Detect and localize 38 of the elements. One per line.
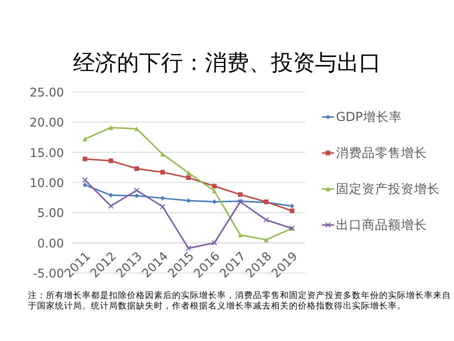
point [186, 175, 191, 180]
point [238, 232, 243, 238]
point [186, 170, 191, 176]
legend-label: 固定资产投资增长 [336, 181, 440, 196]
y-tick-label: 25.00 [30, 86, 64, 100]
y-tick-label: 15.00 [30, 146, 64, 160]
point [264, 238, 268, 242]
point [212, 184, 217, 188]
point [108, 125, 114, 130]
point [186, 245, 192, 252]
y-tick-label: 5.00 [37, 206, 64, 220]
point [82, 156, 88, 162]
point [108, 158, 114, 164]
annotation: 注：所有增长率都是扣除价格因素后的实际增长率，消费品零售和固定资产投资多数年份的实际增长率来自于国家统计局。统计局数据缺失时，作者根据名义增长率减去相关的价格指数得出实际增长率。 [28, 291, 451, 312]
y-tick-label: 10.00 [30, 176, 64, 190]
point [290, 208, 294, 214]
point [82, 136, 88, 142]
point [290, 204, 294, 208]
point [134, 188, 140, 194]
point [160, 204, 166, 210]
point [160, 152, 165, 156]
point [160, 196, 165, 200]
point [238, 192, 243, 197]
title: 经济的下行：消费、投资与出口 [73, 51, 381, 76]
y-tick-label: 0.00 [37, 236, 64, 250]
point [82, 177, 88, 183]
legend-label: 出口商品额增长 [336, 217, 427, 232]
point [82, 182, 88, 188]
point [160, 170, 165, 175]
point [186, 198, 191, 203]
legend-label: 消费品零售增长 [336, 145, 427, 160]
point [263, 217, 269, 223]
y-tick-label: 20.00 [30, 116, 64, 130]
point [212, 240, 218, 246]
point [108, 203, 114, 209]
legend-label: GDP增长率 [336, 109, 402, 124]
y-tick-label: -5.00 [32, 266, 64, 280]
point [134, 166, 140, 171]
